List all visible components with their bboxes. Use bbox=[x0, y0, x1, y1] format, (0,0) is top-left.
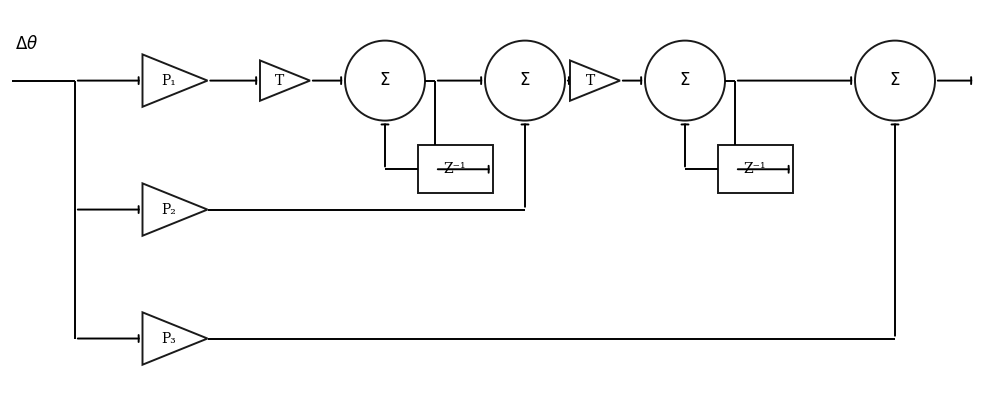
Text: $\Sigma$: $\Sigma$ bbox=[889, 72, 901, 89]
Ellipse shape bbox=[645, 41, 725, 120]
Polygon shape bbox=[570, 60, 620, 101]
Text: T: T bbox=[275, 74, 285, 87]
Bar bbox=[718, 145, 792, 193]
Text: P₂: P₂ bbox=[161, 203, 176, 216]
Ellipse shape bbox=[855, 41, 935, 120]
Text: T: T bbox=[585, 74, 595, 87]
Bar bbox=[418, 145, 493, 193]
Text: $\Sigma$: $\Sigma$ bbox=[519, 72, 531, 89]
Text: P₁: P₁ bbox=[161, 74, 176, 87]
Polygon shape bbox=[143, 183, 208, 236]
Ellipse shape bbox=[485, 41, 565, 120]
Text: $\Delta\theta$: $\Delta\theta$ bbox=[15, 35, 38, 53]
Polygon shape bbox=[143, 54, 208, 107]
Text: Z⁻¹: Z⁻¹ bbox=[744, 162, 766, 176]
Text: $\Sigma$: $\Sigma$ bbox=[379, 72, 391, 89]
Polygon shape bbox=[260, 60, 310, 101]
Text: $\Sigma$: $\Sigma$ bbox=[679, 72, 691, 89]
Text: P₃: P₃ bbox=[161, 332, 176, 345]
Ellipse shape bbox=[345, 41, 425, 120]
Text: Z⁻¹: Z⁻¹ bbox=[444, 162, 466, 176]
Polygon shape bbox=[143, 312, 208, 365]
